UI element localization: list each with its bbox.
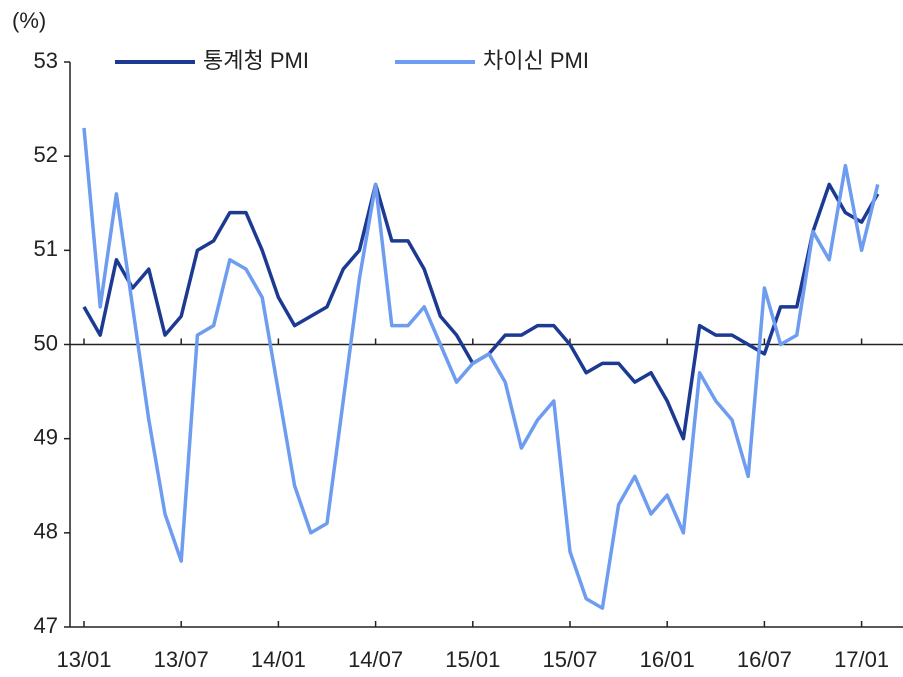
y-tick-label: 51 — [34, 236, 58, 261]
x-tick-label: 16/07 — [737, 647, 792, 672]
x-tick-label: 14/01 — [251, 647, 306, 672]
y-tick-label: 50 — [34, 330, 58, 355]
legend-label: 차이신 PMI — [483, 48, 589, 73]
x-tick-label: 15/01 — [445, 647, 500, 672]
x-tick-label: 16/01 — [640, 647, 695, 672]
y-tick-label: 47 — [34, 613, 58, 638]
x-tick-label: 17/01 — [834, 647, 889, 672]
line-series — [82, 127, 880, 610]
x-tick-label: 14/07 — [348, 647, 403, 672]
y-tick-label: 53 — [34, 48, 58, 73]
x-tick-label: 13/07 — [154, 647, 209, 672]
line-series — [82, 182, 880, 441]
y-tick-label: 48 — [34, 519, 58, 544]
y-tick-label: 52 — [34, 142, 58, 167]
y-unit: (%) — [12, 8, 46, 33]
x-tick-label: 13/01 — [56, 647, 111, 672]
x-tick-label: 15/07 — [542, 647, 597, 672]
y-tick-label: 49 — [34, 424, 58, 449]
legend-label: 통계청 PMI — [203, 48, 309, 73]
